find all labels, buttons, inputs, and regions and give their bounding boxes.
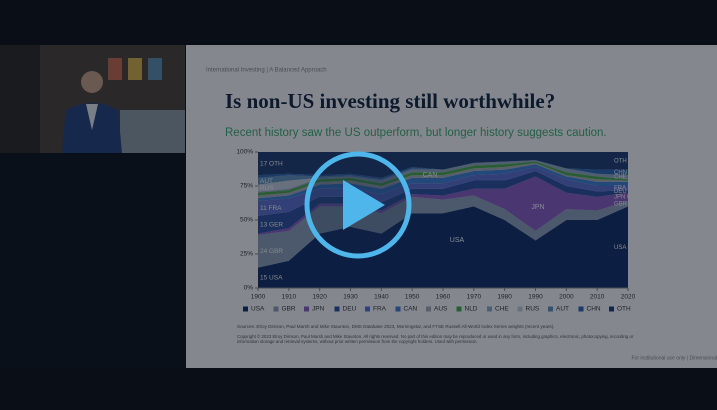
- play-button[interactable]: [304, 151, 412, 259]
